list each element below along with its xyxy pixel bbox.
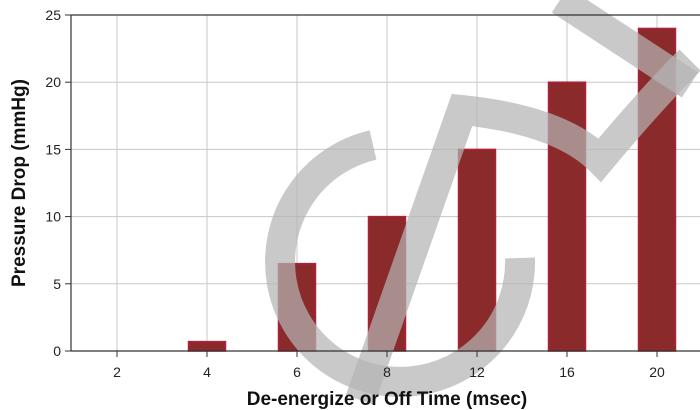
- x-tick-label: 16: [559, 364, 575, 380]
- x-tick-label: 4: [203, 364, 211, 380]
- x-axis-title: De-energize or Off Time (msec): [247, 389, 528, 410]
- axes: [65, 14, 700, 357]
- x-tick-label: 6: [293, 364, 301, 380]
- y-tick-label: 15: [45, 141, 61, 157]
- x-tick-label: 2: [113, 364, 121, 380]
- y-tick-label: 0: [53, 343, 61, 359]
- tick-labels: 0 5 10 15 20 25 2 4 6 8 12 16 20: [45, 7, 665, 380]
- x-tick-label: 12: [469, 364, 485, 380]
- watermark-logo: [265, 0, 700, 405]
- watermark-e-stroke: [345, 49, 700, 405]
- x-tick-label: 20: [649, 364, 665, 380]
- y-tick-label: 20: [45, 74, 61, 90]
- y-tick-label: 10: [45, 209, 61, 225]
- x-tick-label: 8: [383, 364, 391, 380]
- y-tick-label: 5: [53, 276, 61, 292]
- bar: [187, 340, 227, 352]
- watermark-ring: [265, 130, 536, 397]
- y-tick-label: 25: [45, 7, 61, 23]
- watermark-top-stroke: [551, 0, 699, 98]
- y-axis-title: Pressure Drop (mmHg): [9, 79, 30, 287]
